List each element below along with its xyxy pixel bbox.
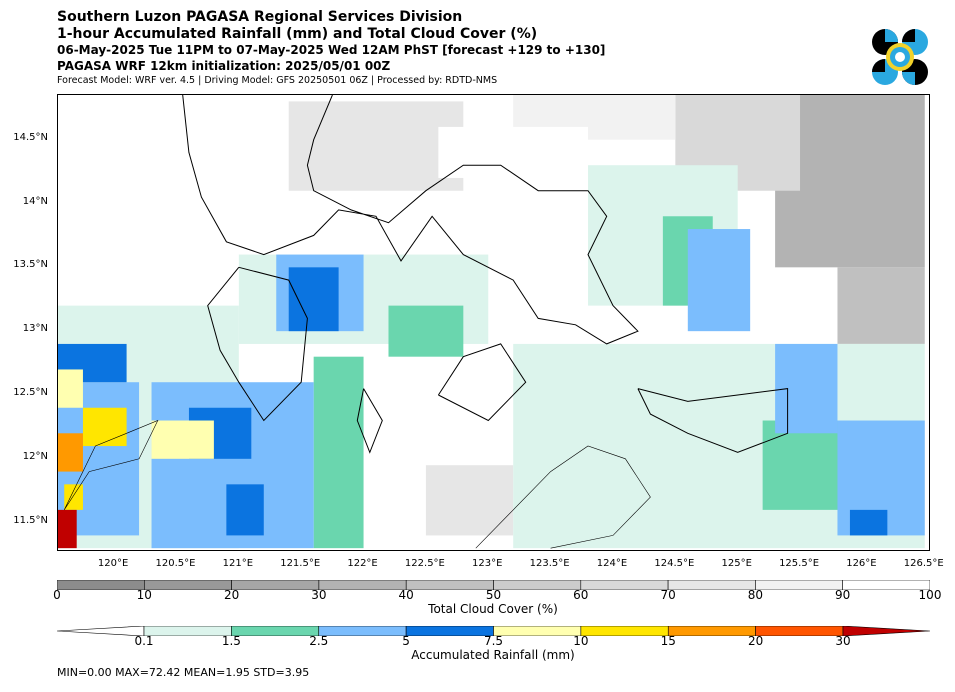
cloud-tick-6: 60 — [573, 588, 589, 602]
rain-tick-1: 1.5 — [221, 634, 241, 648]
rain-area-20 — [151, 420, 214, 459]
cloud-color-segment-2 — [231, 580, 320, 590]
latitude-label-2: 13.5°N — [13, 259, 48, 271]
rain-tick-4: 7.5 — [483, 634, 504, 648]
longitude-label-10: 125°E — [721, 558, 752, 569]
cloud-color-segment-5 — [493, 580, 582, 590]
longitude-label-3: 121.5°E — [280, 558, 321, 569]
rain-color-segment-3 — [318, 626, 407, 636]
rain-area-21 — [82, 407, 127, 447]
cloud-color-segment-1 — [144, 580, 232, 590]
rain-area-16 — [288, 267, 339, 332]
longitude-label-11: 125.5°E — [779, 558, 820, 569]
rain-color-segment-5 — [493, 626, 582, 636]
rain-color-segment-6 — [580, 626, 669, 636]
cloud-color-segment-0 — [57, 580, 145, 590]
rain-area-4 — [313, 356, 364, 549]
longitude-label-8: 124°E — [596, 558, 628, 569]
rain-area-23 — [58, 433, 83, 472]
rain-color-segment-8 — [755, 626, 844, 636]
rainfall-statistics: MIN=0.00 MAX=72.42 MEAN=1.95 STD=3.95 — [57, 666, 310, 679]
rain-tick-3: 5 — [402, 634, 410, 648]
cloud-cover-title: Total Cloud Cover (%) — [428, 602, 558, 616]
rain-color-segment-0 — [57, 626, 145, 636]
masbate-coastline — [437, 343, 527, 422]
rain-color-segment-1 — [143, 626, 232, 636]
cloud-color-segment-3 — [318, 580, 407, 590]
longitude-label-6: 123°E — [472, 558, 503, 569]
longitude-label-7: 123.5°E — [529, 558, 570, 569]
cloud-area-3 — [288, 101, 464, 191]
cloud-tick-7: 70 — [660, 588, 676, 602]
cloud-tick-0: 0 — [53, 588, 61, 602]
latitude-label-1: 14°N — [22, 195, 48, 207]
cloud-area-4 — [425, 465, 514, 536]
map-canvas — [58, 95, 925, 549]
cloud-color-segment-7 — [667, 580, 756, 590]
cloud-tick-2: 20 — [223, 588, 240, 602]
visayas-coastline — [475, 445, 651, 549]
rain-area-10 — [687, 229, 751, 332]
subtitle: 1-hour Accumulated Rainfall (mm) and Tot… — [57, 26, 538, 42]
cloud-tick-9: 90 — [835, 588, 851, 602]
longitude-label-2: 121°E — [222, 558, 254, 569]
rain-tick-8: 30 — [835, 634, 851, 648]
cloud-tick-1: 10 — [136, 588, 152, 602]
cloud-tick-8: 80 — [747, 588, 764, 602]
rain-tick-5: 10 — [573, 634, 589, 648]
cloud-area-6 — [438, 126, 589, 178]
latitude-label-5: 12°N — [22, 450, 48, 462]
model-info: Forecast Model: WRF ver. 4.5 | Driving M… — [57, 75, 498, 86]
mindoro-coastline — [207, 266, 308, 422]
samar-coastline — [637, 388, 789, 453]
latitude-label-6: 11.5°N — [13, 514, 48, 526]
latitude-label-0: 14.5°N — [13, 131, 48, 143]
rain-tick-0: 0.1 — [134, 634, 154, 648]
rainfall-title: Accumulated Rainfall (mm) — [411, 648, 575, 662]
longitude-label-5: 122.5°E — [404, 558, 445, 569]
rain-area-22 — [64, 484, 83, 510]
longitude-label-12: 126°E — [846, 558, 877, 569]
initialization: PAGASA WRF 12km initialization: 2025/05/… — [57, 59, 391, 73]
rain-color-segment-2 — [231, 626, 320, 636]
rain-tick-7: 20 — [747, 634, 764, 648]
cloud-color-segment-6 — [580, 580, 669, 590]
longitude-label-0: 120°E — [97, 558, 129, 569]
rainfall-colorbar — [57, 626, 930, 636]
rain-area-7 — [762, 420, 850, 510]
longitude-label-13: 126.5°E — [903, 558, 944, 569]
rain-area-17 — [226, 484, 264, 536]
cloud-color-segment-9 — [842, 580, 930, 590]
forecast-period: 06-May-2025 Tue 11PM to 07-May-2025 Wed … — [57, 43, 606, 57]
rain-color-segment-4 — [405, 626, 494, 636]
cloud-color-segment-4 — [405, 580, 494, 590]
title: Southern Luzon PAGASA Regional Services … — [57, 9, 463, 25]
cloud-cover-colorbar — [57, 580, 930, 590]
cloud-tick-4: 40 — [398, 588, 414, 602]
cloud-tick-3: 30 — [311, 588, 327, 602]
latitude-label-4: 12.5°N — [13, 386, 48, 398]
rain-tick-2: 2.5 — [309, 634, 329, 648]
longitude-label-4: 122°E — [347, 558, 378, 569]
cloud-color-segment-8 — [755, 580, 844, 590]
rainfall-cloud-map — [57, 94, 930, 551]
rain-area-19 — [58, 369, 83, 408]
rain-tick-6: 15 — [660, 634, 676, 648]
rain-area-18 — [849, 509, 888, 536]
rain-area-24 — [58, 509, 77, 549]
calamian-coastline — [63, 419, 159, 511]
tablas-coastline — [356, 388, 383, 454]
longitude-label-1: 120.5°E — [155, 558, 196, 569]
pagasa-logo-icon — [872, 29, 928, 85]
cloud-area-1 — [837, 267, 925, 344]
luzon-coastline — [182, 95, 639, 345]
cloud-tick-5: 50 — [485, 588, 502, 602]
rain-area-5 — [388, 305, 464, 357]
cloud-tick-10: 100 — [918, 588, 942, 602]
latitude-label-3: 13°N — [22, 323, 48, 335]
rain-color-segment-9 — [842, 626, 930, 636]
rain-color-segment-7 — [667, 626, 756, 636]
longitude-label-9: 124.5°E — [654, 558, 695, 569]
